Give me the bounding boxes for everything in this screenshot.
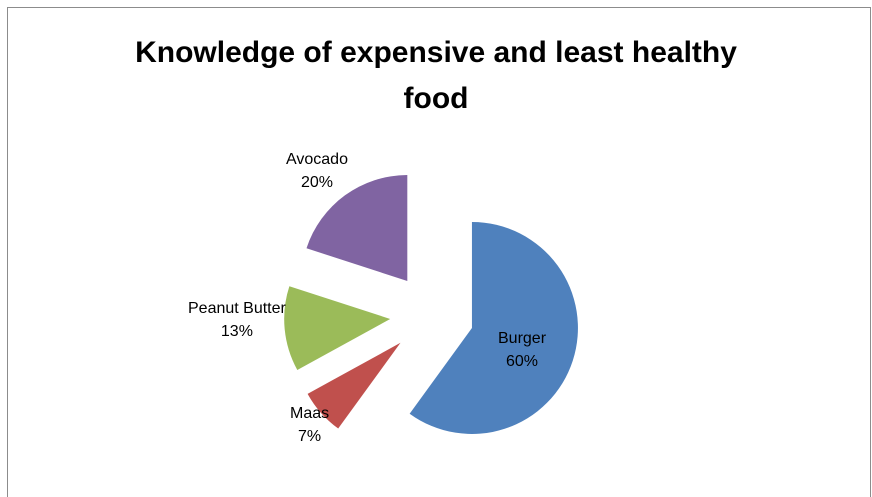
data-label-peanut-butter-value: 13%: [220, 323, 253, 340]
pie-slice-burger: [409, 221, 578, 434]
data-label-avocado-value: 20%: [300, 174, 333, 191]
pie-slice-avocado: [306, 175, 408, 282]
data-label-avocado: Avocado 20%: [286, 148, 348, 194]
pie-chart: [284, 175, 578, 434]
chart-title-line-1: Knowledge of expensive and least healthy: [135, 36, 737, 69]
data-label-burger: Burger 60%: [498, 327, 546, 373]
pie-slice-maas: [307, 342, 401, 429]
chart-title-line-2: food: [403, 82, 469, 115]
data-label-peanut-butter: Peanut Butter 13%: [188, 297, 286, 343]
data-label-burger-value: 60%: [506, 353, 539, 370]
chart-title: Knowledge of expensive and least healthy…: [0, 30, 872, 122]
data-label-peanut-butter-name: Peanut Butter: [188, 300, 286, 317]
data-label-burger-name: Burger: [498, 330, 547, 347]
data-label-maas-value: 7%: [298, 428, 322, 445]
data-label-avocado-name: Avocado: [286, 151, 348, 168]
data-label-maas-name: Maas: [290, 405, 330, 422]
data-label-maas: Maas 7%: [290, 402, 329, 448]
pie-slice-peanut-butter: [284, 286, 391, 371]
